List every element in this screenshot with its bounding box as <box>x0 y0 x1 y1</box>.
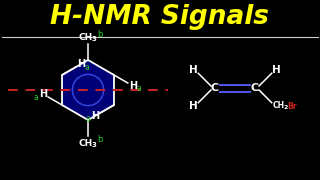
Text: a: a <box>86 114 91 123</box>
Text: b: b <box>97 30 103 39</box>
Text: H: H <box>129 81 137 91</box>
Text: H: H <box>77 59 85 69</box>
Text: 2: 2 <box>284 105 288 110</box>
Text: 3: 3 <box>92 36 96 42</box>
Text: CH: CH <box>273 101 285 110</box>
Text: a: a <box>84 62 89 71</box>
Text: H: H <box>272 65 281 75</box>
Text: H-NMR Signals: H-NMR Signals <box>51 4 269 30</box>
Text: 3: 3 <box>92 142 96 148</box>
Text: a: a <box>34 93 38 102</box>
Text: Br: Br <box>287 102 296 111</box>
Text: CH: CH <box>79 33 93 42</box>
Polygon shape <box>62 60 114 120</box>
Text: H: H <box>91 111 99 121</box>
Text: C: C <box>211 83 219 93</box>
Text: CH: CH <box>79 138 93 147</box>
Text: a: a <box>136 84 141 93</box>
Text: H: H <box>189 65 198 75</box>
Text: H: H <box>39 89 47 99</box>
Text: H: H <box>189 101 198 111</box>
Text: b: b <box>97 136 103 145</box>
Text: C: C <box>251 83 259 93</box>
